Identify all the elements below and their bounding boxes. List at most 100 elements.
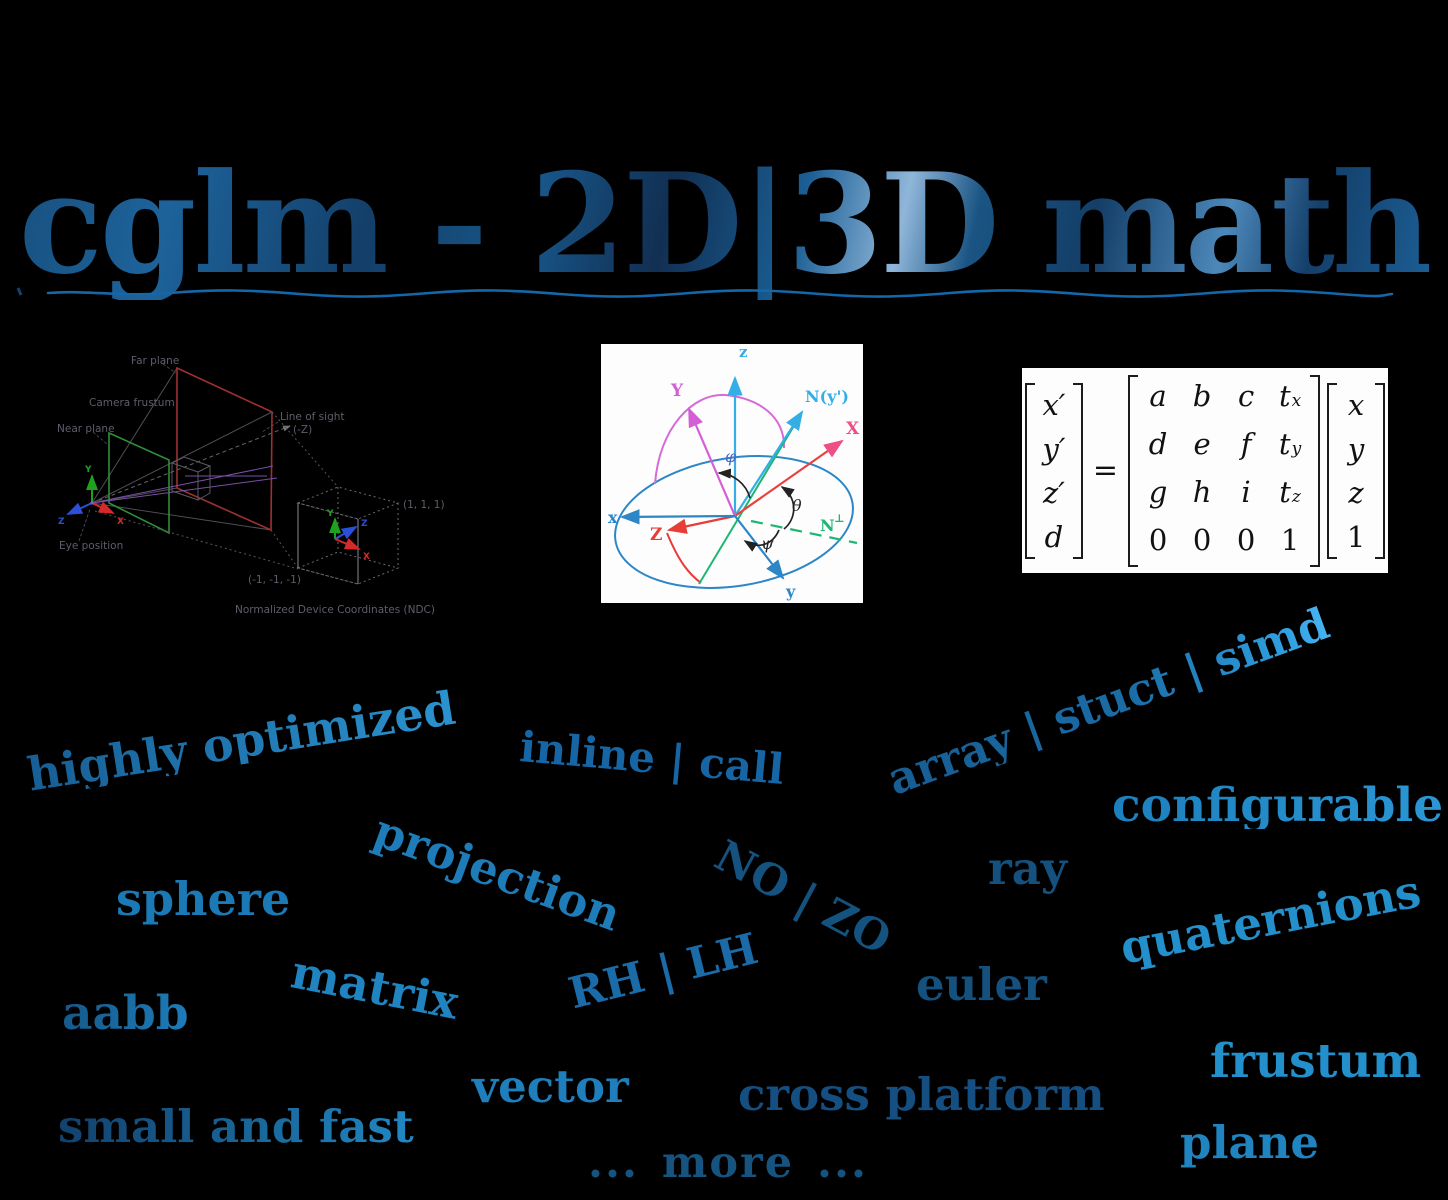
matrix-cell: h: [1192, 474, 1212, 509]
eye-z-axis-label: Z: [58, 517, 65, 527]
node-line-label: N: [820, 516, 835, 535]
input-vector: x y z 1: [1327, 382, 1386, 559]
tag-frustum: frustum: [1210, 1034, 1422, 1089]
nodes-line: [698, 413, 802, 585]
x-world-label: X: [846, 419, 860, 439]
bracket-left: [1128, 374, 1139, 567]
axes: [619, 375, 844, 580]
psi-arc: [743, 529, 780, 552]
psi-label: ψ: [761, 534, 774, 553]
y-world-axis: [687, 406, 737, 517]
eye-y-axis-label: Y: [84, 465, 92, 475]
matrix-cell: c: [1237, 378, 1255, 413]
tag-aabb: aabb: [62, 986, 189, 1041]
eye-x-axis-label: X: [117, 517, 124, 527]
bracket-right: [1072, 382, 1083, 559]
n-axis: [734, 410, 804, 517]
bracket-right: [1310, 374, 1321, 567]
near-plane-label: Near plane: [57, 423, 115, 435]
tag-more: ... more ...: [588, 1138, 868, 1188]
phi-label: φ: [725, 447, 737, 466]
tag-plane: plane: [1180, 1116, 1320, 1169]
matrix-cell: g: [1148, 474, 1168, 509]
bracket-left: [1327, 382, 1338, 559]
line-of-sight: [91, 425, 291, 504]
page-title: cglm - 2D|3D math: [0, 148, 1448, 300]
matrix-cell: 0: [1192, 522, 1212, 557]
theta-label: θ: [792, 496, 802, 515]
tag-small-and-fast: small and fast: [58, 1100, 414, 1153]
far-plane-label: Far plane: [131, 355, 179, 367]
tag-configurable: configurable: [1112, 778, 1444, 833]
matrix-cell: 0: [1236, 522, 1256, 557]
vector-cell: 1: [1346, 519, 1366, 554]
ndc-y-axis-label: Y: [326, 509, 334, 519]
figure-ndc-frustum: Far plane Camera frustum Near plane Line…: [57, 355, 445, 616]
vector-cell: z: [1348, 475, 1364, 510]
leader-lines: [78, 363, 279, 542]
angle-arcs: [717, 468, 795, 552]
x-ref-label: x: [608, 508, 618, 527]
projection-rays: [91, 465, 278, 504]
red-meridian-arc: [666, 532, 702, 584]
y-ref-axis: [734, 515, 785, 580]
matrix-cell: f: [1240, 426, 1252, 461]
phi-arc: [717, 468, 751, 499]
ndc-caption: Normalized Device Coordinates (NDC): [235, 604, 435, 616]
camera-frustum-label: Camera frustum: [89, 397, 175, 409]
eye-axes: [66, 474, 115, 515]
tag-highly-optimized: highly optimized: [23, 680, 459, 802]
vector-cell: y: [1347, 431, 1365, 466]
theta-arc: [780, 486, 795, 530]
vector-cell: y′: [1042, 431, 1066, 466]
z-world-axis: [666, 514, 736, 534]
bracket-right: [1375, 382, 1386, 559]
ndc-x-axis-label: X: [363, 552, 370, 562]
divider-tick: [16, 287, 23, 296]
horizontal-plane-ellipse: [614, 455, 854, 589]
vector-cell: z′: [1042, 475, 1065, 510]
scene-box: [171, 456, 212, 501]
line-of-sight-label: Line of sight: [280, 411, 345, 423]
tag-matrix: matrix: [286, 944, 463, 1030]
n-axis-label: N(y'): [805, 387, 849, 406]
far-plane: [176, 366, 273, 532]
vector-cell: d: [1044, 519, 1064, 554]
z-world-label: Z: [650, 525, 662, 545]
matrix-cell: 0: [1148, 522, 1168, 557]
matrix-cell: d: [1148, 426, 1168, 461]
matrix-cell: e: [1193, 426, 1211, 461]
frustum-lines: [91, 367, 273, 531]
node-line-sup: ⊥: [834, 512, 845, 525]
x-ref-axis: [619, 509, 736, 525]
ndc-z-axis-label: Z: [361, 519, 368, 529]
tag-vector: vector: [472, 1060, 629, 1113]
x-world-axis: [734, 439, 844, 517]
matrix-cell: a: [1149, 378, 1167, 413]
corner-min-label: (-1, -1, -1): [248, 574, 301, 586]
bracket-left: [1024, 382, 1035, 559]
n-perp-dashed-line: [750, 519, 858, 545]
result-vector: x′ y′ z′ d: [1024, 382, 1083, 559]
ndc-cube: [296, 486, 400, 585]
matrix-cell: b: [1192, 378, 1212, 413]
tilted-plane-arc: [654, 393, 786, 485]
corner-max-label: (1, 1, 1): [403, 499, 445, 511]
vector-cell: x: [1347, 387, 1365, 422]
tag-sphere: sphere: [116, 872, 291, 926]
tag-quaternions: quaternions: [1115, 864, 1425, 975]
matrix-cell: 1: [1280, 522, 1300, 557]
y-world-label: Y: [670, 381, 684, 401]
near-plane: [108, 431, 170, 535]
mapping-lines: [94, 411, 339, 570]
figure-euler-angles: z N(y') X Y x Z y N ⊥ φ θ ψ: [601, 344, 863, 603]
tag-rh-lh: RH | LH: [563, 924, 764, 1020]
tag-ray: ray: [988, 842, 1068, 895]
